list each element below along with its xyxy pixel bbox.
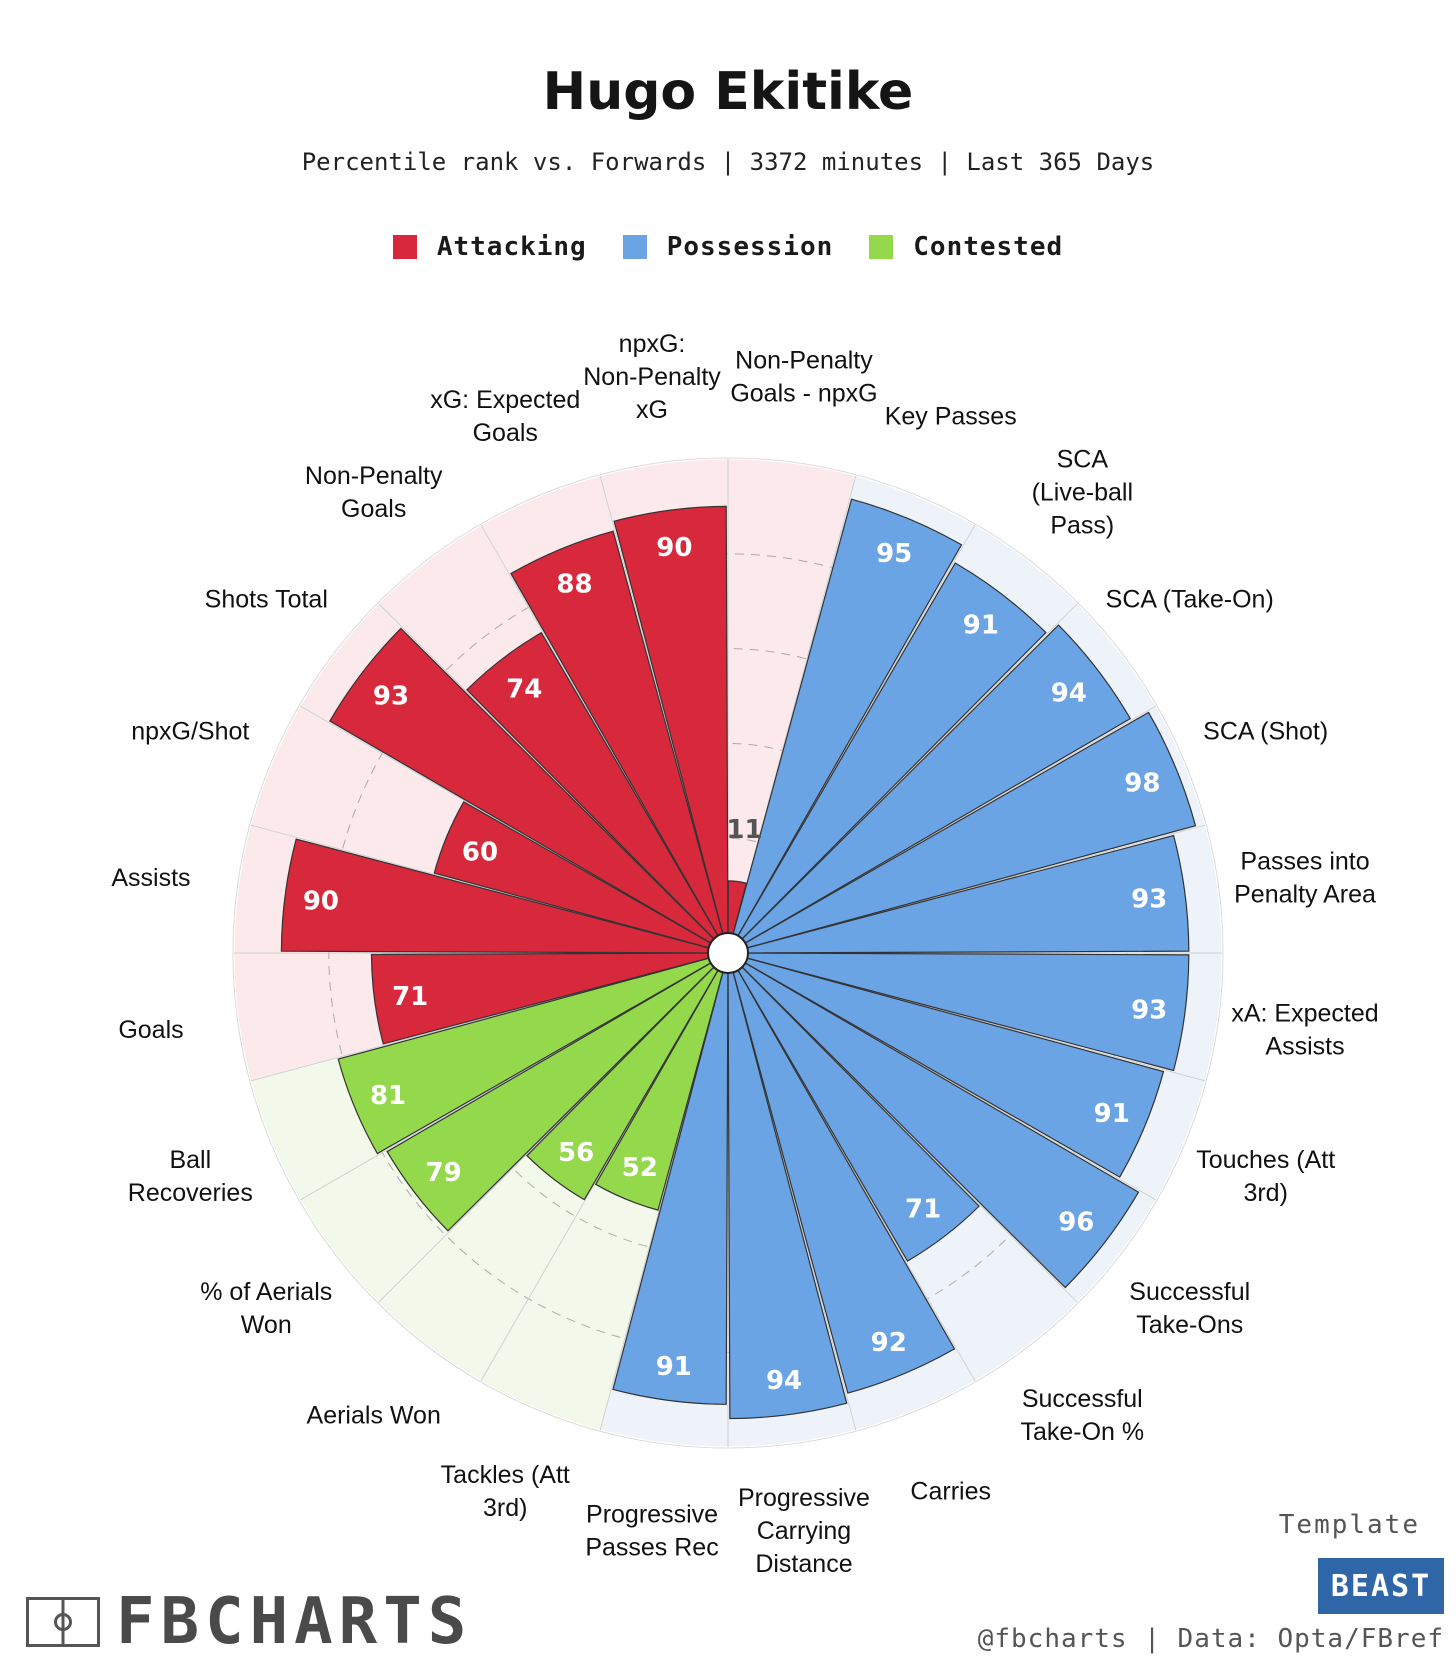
category-label: SCA (Take-On) [1106,586,1274,614]
value-label: 71 [392,982,428,1012]
legend-label-attacking: Attacking [436,232,587,262]
category-label: Goals [118,1016,183,1044]
category-label: SCA (Live-ball Pass) [1032,445,1133,539]
legend-swatch-contested [869,235,894,259]
legend-swatch-attacking [392,235,417,259]
legend-swatch-possession [622,235,647,259]
category-label: Assists [111,864,190,892]
value-label: 71 [905,1194,941,1224]
legend-label-possession: Possession [666,232,834,262]
value-label: 90 [303,886,339,916]
outer-ring [232,457,1224,1449]
template-badge: BEAST [1318,1558,1444,1614]
category-label: SCA (Shot) [1203,717,1328,745]
category-label: Progressive Passes Rec [585,1501,718,1562]
legend-item-contested: Contested [869,232,1063,262]
category-label: xA: Expected Assists [1231,999,1378,1060]
category-label: Ball Recoveries [128,1146,253,1207]
legend-item-attacking: Attacking [392,232,587,262]
fbcharts-logo: FBCHARTS [26,1590,472,1654]
category-label: Passes into Penalty Area [1234,848,1376,909]
category-label: Tackles (Att 3rd) [441,1461,570,1522]
category-label: % of Aerials Won [200,1278,332,1339]
category-label: Aerials Won [307,1402,441,1430]
data-credits: @fbcharts | Data: Opta/FBref [977,1624,1444,1654]
category-label: Non-Penalty Goals - npxG [730,346,877,407]
legend: Attacking Possession Contested [0,232,1456,262]
value-label: 93 [373,681,409,711]
value-label: 91 [656,1352,692,1382]
value-label: 92 [871,1328,907,1358]
value-label: 94 [766,1366,802,1396]
value-label: 98 [1124,768,1160,798]
value-label: 56 [558,1138,594,1168]
category-label: Shots Total [205,586,328,614]
value-label: 60 [462,837,498,867]
chart-title: Hugo Ekitike [542,62,914,122]
value-label: 79 [426,1158,462,1188]
value-label: 11 [726,815,762,845]
category-label: Successful Take-Ons [1129,1278,1250,1339]
category-label: Key Passes [885,402,1017,430]
value-label: 93 [1131,885,1167,915]
value-label: 90 [656,533,692,563]
category-label: Progressive Carrying Distance [738,1484,870,1578]
legend-label-contested: Contested [913,232,1064,262]
value-label: 95 [876,539,912,569]
category-label: Non-Penalty Goals [305,462,443,523]
value-label: 74 [506,674,542,704]
value-label: 52 [622,1153,658,1183]
value-label: 91 [963,610,999,640]
value-label: 81 [370,1081,406,1111]
value-label: 94 [1051,679,1087,709]
legend-item-possession: Possession [622,232,834,262]
chart-subtitle: Percentile rank vs. Forwards | 3372 minu… [301,148,1155,176]
category-label: npxG: Non-Penalty xG [583,330,721,424]
center-hub [707,932,749,974]
fbcharts-logo-text: FBCHARTS [116,1585,473,1659]
category-label: Successful Take-On % [1020,1385,1144,1446]
category-label: xG: Expected Goals [430,386,580,447]
category-label: Touches (Att 3rd) [1196,1146,1335,1207]
value-label: 96 [1058,1207,1094,1237]
value-label: 88 [556,569,592,599]
category-label: Carries [910,1478,991,1506]
template-label: Template [1278,1510,1420,1540]
category-label: npxG/Shot [131,717,249,745]
value-label: 93 [1131,995,1167,1025]
pitch-icon [26,1597,100,1647]
value-label: 91 [1094,1099,1130,1129]
